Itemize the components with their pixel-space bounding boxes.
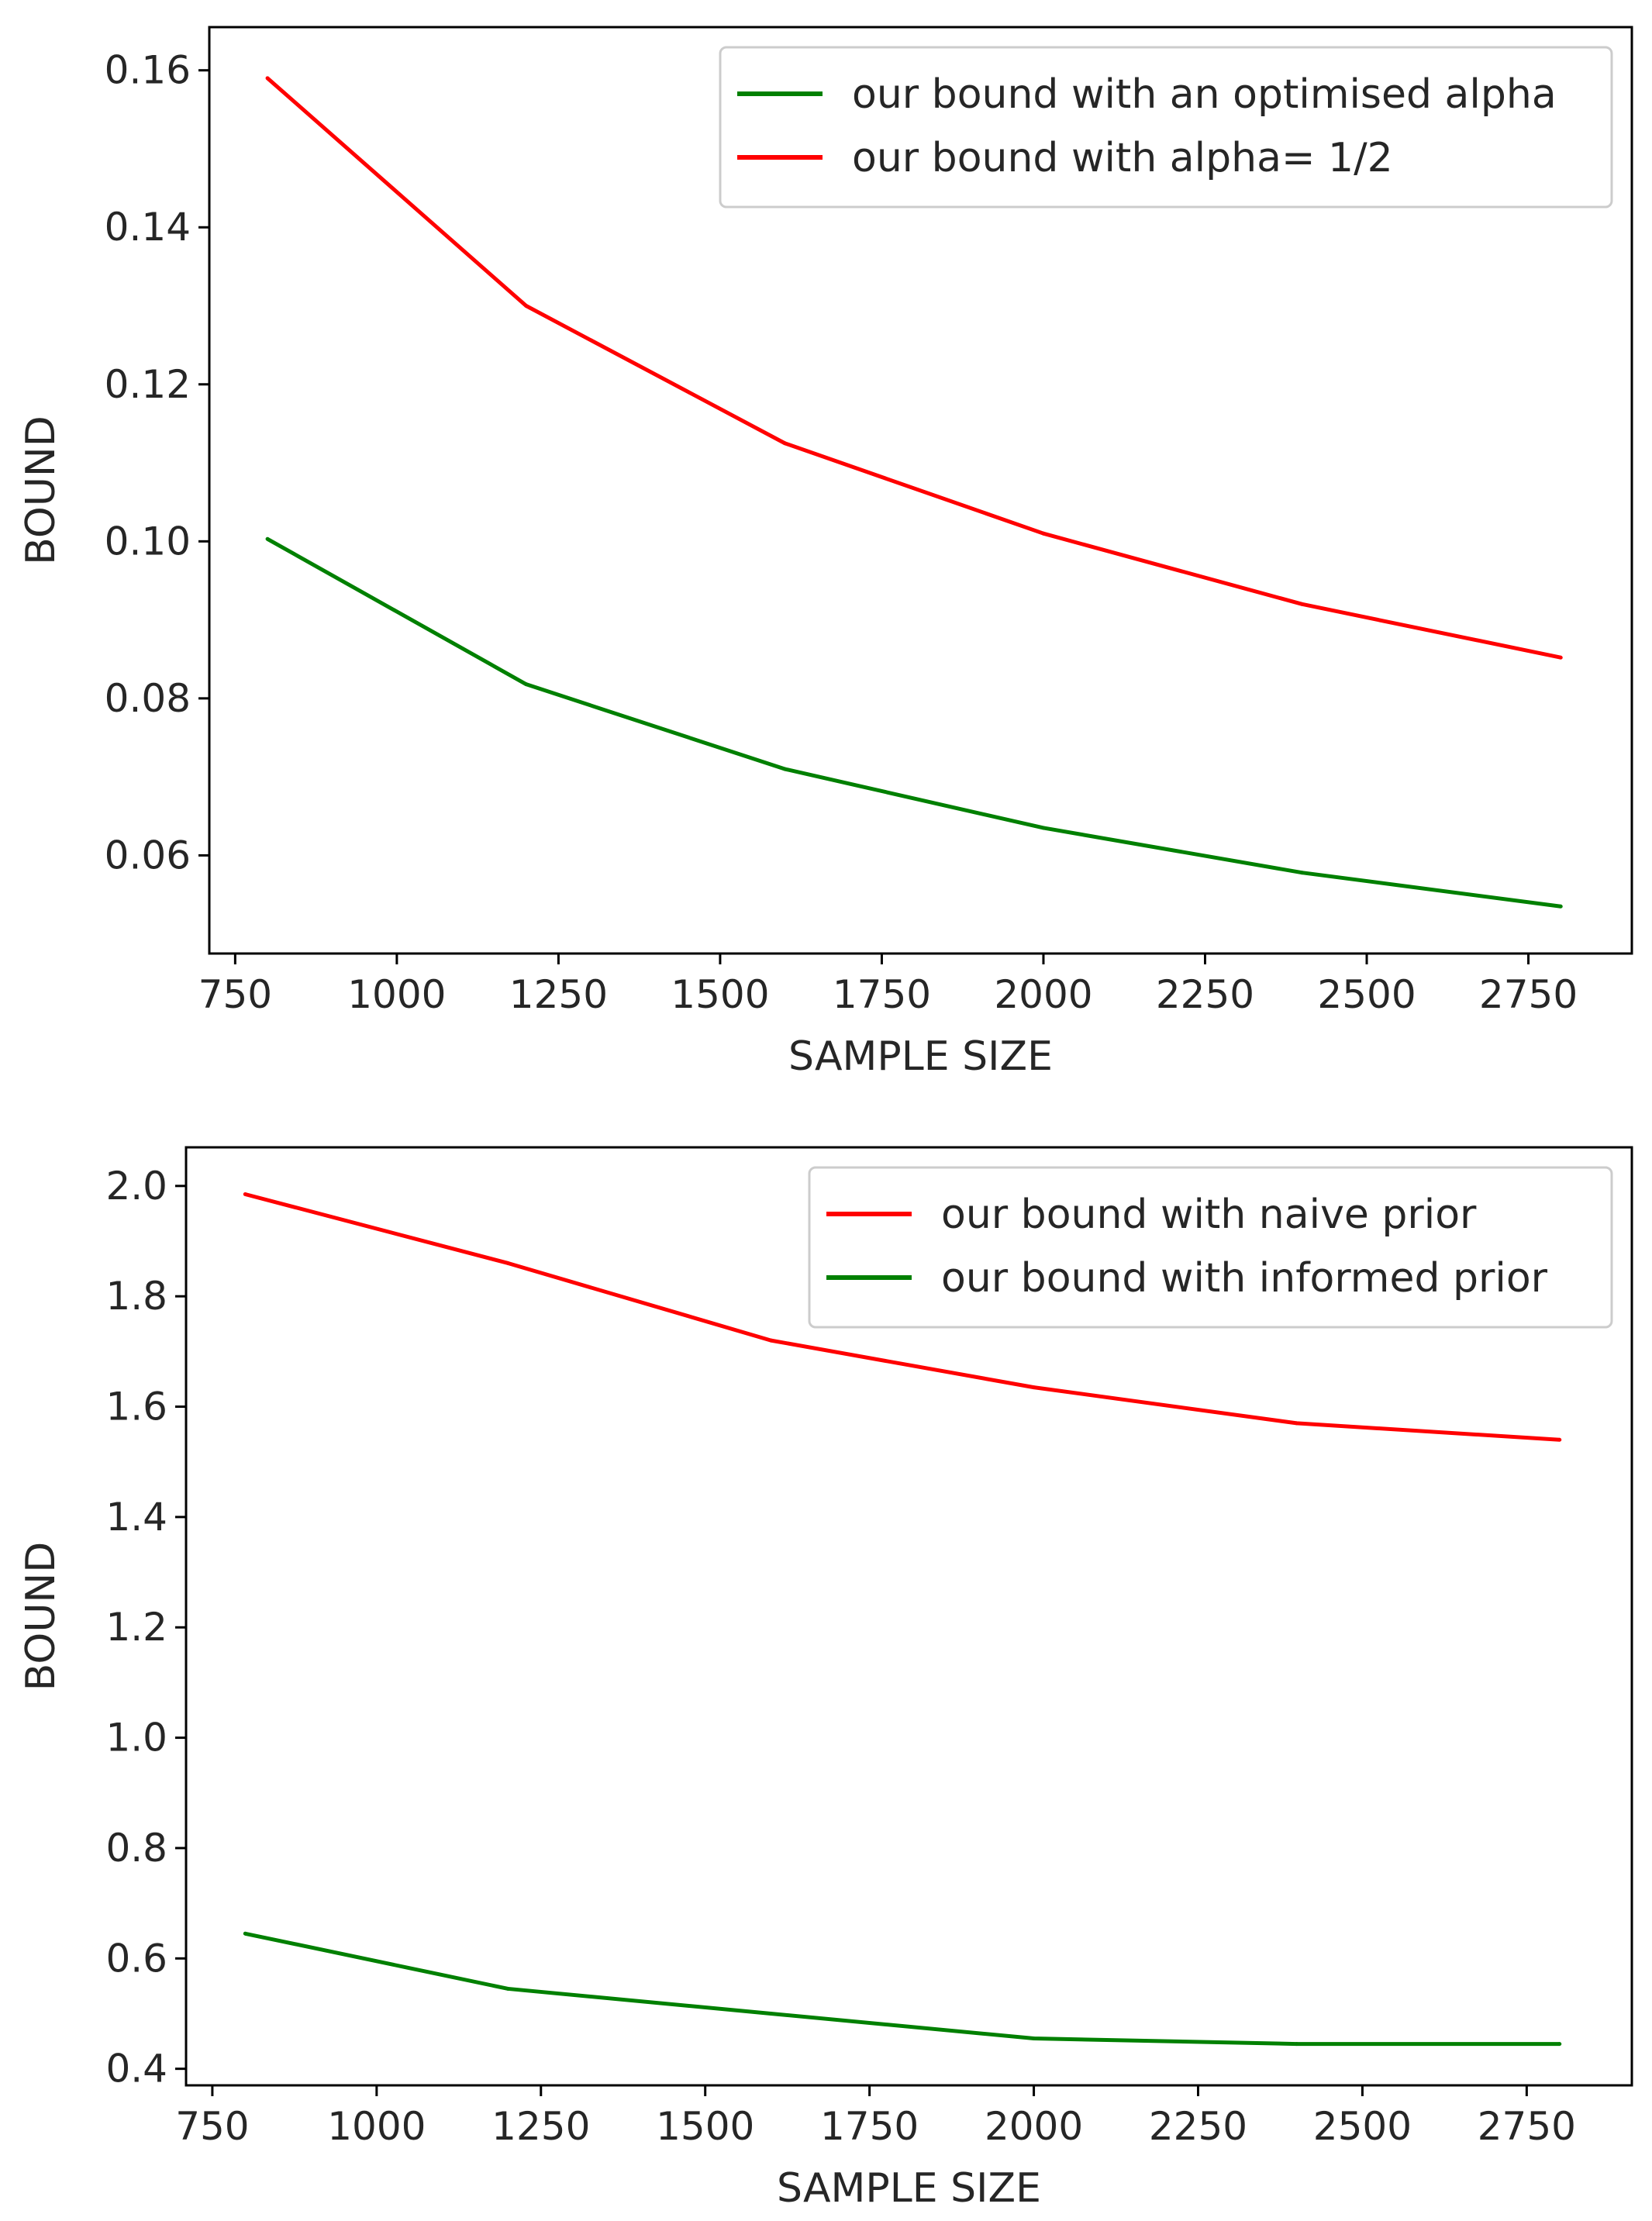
series-line-1 (244, 1192, 1560, 1442)
y-tick-label: 1.8 (105, 1274, 167, 1319)
data-point (1300, 871, 1305, 875)
x-tick-label: 750 (175, 2104, 249, 2149)
y-tick-label: 0.06 (105, 833, 191, 878)
series-line-1 (266, 537, 1561, 909)
legend-box (808, 1166, 1613, 1329)
x-tick-label: 2250 (1156, 972, 1254, 1017)
y-tick-label: 2.0 (105, 1164, 167, 1209)
chart-2: 750 1000 1250 1500 1750 2000 2250 2500 2750 0.4 0.… (18, 1146, 1633, 2212)
data-point (782, 767, 787, 771)
data-point (265, 536, 270, 541)
data-point (505, 1261, 510, 1265)
y-tick-label: 0.8 (105, 1826, 167, 1871)
x-tick-label: 750 (198, 972, 272, 1017)
data-point (243, 1931, 247, 1936)
x-tick-label: 2750 (1478, 2104, 1576, 2149)
legend-label: our bound with alpha= 1/2 (852, 135, 1393, 181)
y-tick-label: 1.2 (105, 1605, 167, 1650)
x-tick-label: 2250 (1149, 2104, 1247, 2149)
x-tick-label: 2500 (1317, 972, 1416, 1017)
x-axis-label: SAMPLE SIZE (788, 1033, 1053, 1080)
data-point (1295, 1421, 1299, 1426)
y-tick-label: 0.08 (105, 676, 191, 721)
x-tick-label: 1750 (820, 2104, 919, 2149)
x-tick-label: 1750 (833, 972, 931, 1017)
data-point (243, 1192, 247, 1196)
y-tick-label: 0.4 (105, 2047, 167, 2092)
legend-label: our bound with informed prior (941, 1255, 1548, 1302)
x-axis-label: SAMPLE SIZE (777, 2165, 1041, 2212)
y-tick-label: 1.0 (105, 1716, 167, 1761)
series-line-2 (266, 76, 1561, 660)
data-point (1557, 1437, 1562, 1442)
data-point (265, 76, 270, 81)
x-tick-label: 2000 (994, 972, 1092, 1017)
x-tick-label: 2500 (1313, 2104, 1412, 2149)
plot-frame (185, 1146, 1633, 2087)
data-point (1558, 904, 1563, 909)
y-tick-label: 1.6 (105, 1385, 167, 1430)
data-point (768, 1338, 773, 1343)
data-point (524, 304, 529, 309)
x-tick-label: 2750 (1479, 972, 1578, 1017)
y-tick-label: 0.14 (105, 205, 191, 250)
data-point (1041, 531, 1046, 536)
legend-label: our bound with an optimised alpha (852, 71, 1557, 118)
y-tick-label: 0.16 (105, 48, 191, 93)
data-point (1557, 2042, 1562, 2047)
x-tick-label: 1000 (327, 2104, 426, 2149)
plot-frame (208, 26, 1633, 955)
data-point (505, 1986, 510, 1991)
data-point (1032, 2036, 1036, 2040)
x-tick-label: 1000 (347, 972, 446, 1017)
data-point (1032, 1385, 1036, 1390)
data-point (768, 2011, 773, 2016)
legend: our bound with naive prior our bound with… (808, 1166, 1613, 1329)
legend-label: our bound with naive prior (941, 1192, 1477, 1238)
x-tick-label: 2000 (985, 2104, 1083, 2149)
legend: our bound with an optimised alpha our bou… (719, 46, 1613, 209)
series-line-2 (244, 1931, 1560, 2047)
y-tick-label: 0.10 (105, 519, 191, 564)
x-tick-label: 1500 (671, 972, 769, 1017)
legend-box (719, 46, 1613, 209)
y-axis-label: BOUND (18, 416, 64, 565)
x-tick-label: 1250 (509, 972, 608, 1017)
x-tick-label: 1250 (491, 2104, 590, 2149)
data-point (1558, 655, 1563, 660)
data-point (1295, 2042, 1299, 2047)
y-axis-label: BOUND (18, 1542, 64, 1692)
y-tick-label: 1.4 (105, 1495, 167, 1540)
data-point (782, 441, 787, 446)
chart-1: 750 1000 1250 1500 1750 2000 2250 2500 2750 0.06 0… (18, 26, 1633, 1080)
data-point (524, 682, 529, 687)
y-tick-label: 0.6 (105, 1936, 167, 1981)
data-point (1041, 826, 1046, 830)
x-tick-label: 1500 (656, 2104, 754, 2149)
y-tick-label: 0.12 (105, 362, 191, 407)
data-point (1300, 602, 1305, 606)
